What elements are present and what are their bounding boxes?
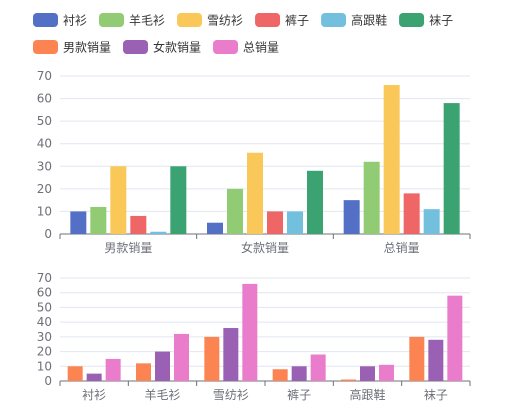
x-tick-label: 裤子 [287,388,311,402]
legend-label: 裤子 [285,14,309,28]
y-tick-label: 20 [37,345,52,359]
bar-总销量-衬衫[interactable] [105,358,121,381]
bar-男款销量-衬衫[interactable] [67,366,83,381]
legend-item-袜子[interactable]: 袜子 [399,13,453,28]
bar-衬衫-女款销量[interactable] [207,222,223,234]
y-tick-label: 60 [37,92,52,106]
bar-总销量-裤子[interactable] [310,354,326,381]
x-tick-label: 男款销量 [104,241,152,255]
legend-swatch [33,13,58,27]
legend-item-羊毛衫[interactable]: 羊毛衫 [99,13,165,28]
legend-label: 男款销量 [63,41,111,55]
legend-label: 女款销量 [153,40,201,55]
legend-swatch [255,13,281,27]
bar-羊毛衫-男款销量[interactable] [90,206,107,234]
y-tick-label: 60 [37,286,52,300]
legend-label: 衬衫 [63,14,87,28]
y-tick-label: 30 [37,330,52,344]
legend-swatch [321,13,347,27]
chart-top: 0 10 20 30 40 50 60 70 男款销量 女款销量 总销量 [37,69,471,255]
bar-雪纺衫-总销量[interactable] [383,85,400,235]
legend-label: 袜子 [429,14,453,28]
y-tick-label: 50 [37,114,52,128]
bar-女款销量-高跟鞋[interactable] [360,366,375,381]
x-tick-label: 袜子 [424,388,448,402]
bar-总销量-羊毛衫[interactable] [174,333,189,381]
bar-袜子-女款销量[interactable] [307,170,323,234]
bar-裤子-总销量[interactable] [403,193,420,234]
legend-item-裤子[interactable]: 裤子 [255,13,309,28]
legend-swatch [213,40,239,54]
bar-羊毛衫-女款销量[interactable] [227,188,243,234]
bar-高跟鞋-总销量[interactable] [423,209,440,234]
y-tick-label: 10 [37,204,52,218]
legend-label: 总销量 [243,41,279,55]
legend-item-雪纺衫[interactable]: 雪纺衫 [177,13,243,28]
y-tick-label: 10 [37,359,52,373]
bar-总销量-雪纺衫[interactable] [242,283,258,381]
x-tick-label: 高跟鞋 [349,387,385,402]
x-tick-label: 女款销量 [241,240,289,255]
bar-高跟鞋-男款销量[interactable] [150,231,167,234]
x-tick-label: 雪纺衫 [213,388,249,402]
bar-男款销量-袜子[interactable] [409,336,425,381]
legend-item-女款销量[interactable]: 女款销量 [123,40,201,55]
bar-男款销量-羊毛衫[interactable] [136,363,151,381]
legend-swatch [33,40,58,54]
y-tick-label: 30 [37,159,52,173]
legend-swatch [99,13,125,27]
bar-男款销量-裤子[interactable] [272,369,288,381]
y-tick-label: 0 [44,227,52,241]
bar-女款销量-雪纺衫[interactable] [223,328,239,381]
bar-羊毛衫-总销量[interactable] [363,161,380,234]
legend-label: 羊毛衫 [129,13,165,28]
x-tick-label: 羊毛衫 [144,387,180,402]
x-tick-label: 衬衫 [82,388,106,402]
bar-高跟鞋-女款销量[interactable] [287,211,303,234]
bar-男款销量-高跟鞋[interactable] [341,379,356,381]
bar-雪纺衫-男款销量[interactable] [110,166,127,234]
bar-男款销量-雪纺衫[interactable] [204,336,220,381]
y-tick-label: 0 [44,374,52,388]
bar-总销量-袜子[interactable] [447,295,463,381]
bar-裤子-男款销量[interactable] [130,215,147,234]
legend-item-高跟鞋[interactable]: 高跟鞋 [321,13,387,28]
bar-衬衫-男款销量[interactable] [70,211,87,234]
bar-裤子-女款销量[interactable] [267,211,283,234]
y-tick-label: 50 [37,300,52,314]
bar-袜子-男款销量[interactable] [170,166,187,234]
legend-swatch [399,13,425,27]
y-tick-label: 70 [37,271,52,285]
bar-雪纺衫-女款销量[interactable] [247,152,263,234]
y-tick-label: 40 [37,315,52,329]
bar-女款销量-衬衫[interactable] [86,373,102,381]
legend-swatch [177,13,203,27]
bar-女款销量-裤子[interactable] [291,366,307,381]
y-tick-label: 70 [37,69,52,83]
bar-女款销量-袜子[interactable] [428,339,444,381]
y-tick-label: 20 [37,182,52,196]
legend-item-男款销量[interactable]: 男款销量 [33,40,111,55]
bar-袜子-总销量[interactable] [443,103,460,234]
bar-总销量-高跟鞋[interactable] [379,364,394,381]
y-tick-label: 40 [37,137,52,151]
legend-label: 高跟鞋 [351,13,387,28]
legend-item-总销量[interactable]: 总销量 [213,40,279,55]
legend-label: 雪纺衫 [207,14,243,28]
legend-item-衬衫[interactable]: 衬衫 [33,13,87,28]
legend-swatch [123,40,149,54]
x-tick-label: 总销量 [384,241,420,255]
bar-衬衫-总销量[interactable] [343,200,360,234]
bar-女款销量-羊毛衫[interactable] [155,351,170,381]
